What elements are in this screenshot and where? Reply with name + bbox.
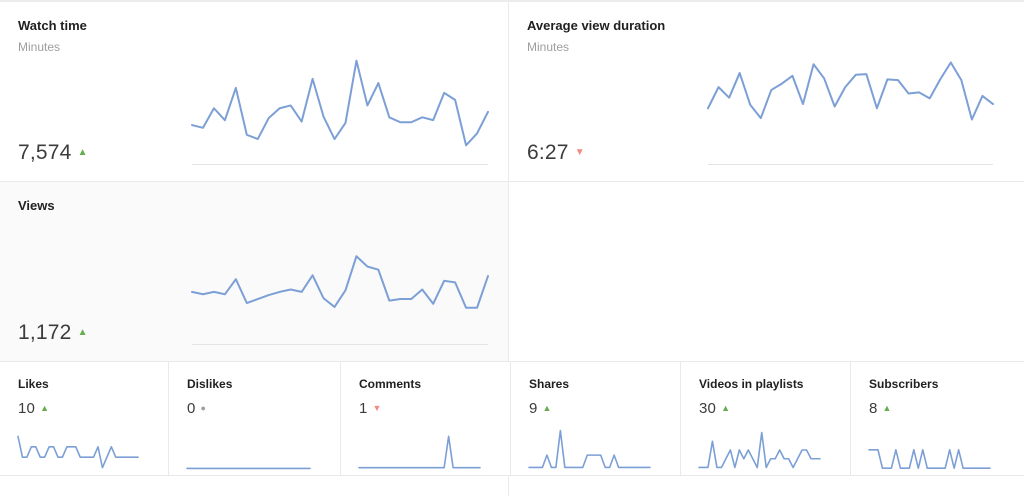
average-view-duration-value-row: 6:27 ▼ — [527, 141, 585, 165]
small-metrics-row: Likes 10 ▲ Dislikes 0 ● Comments 1 ▼ — [0, 362, 1024, 476]
empty-panel — [508, 182, 1024, 361]
dislikes-card[interactable]: Dislikes 0 ● — [168, 362, 340, 475]
shares-value-row: 9 ▲ — [511, 391, 680, 417]
trend-up-icon: ▲ — [882, 403, 892, 414]
shares-title: Shares — [529, 377, 570, 391]
trend-up-icon: ▲ — [77, 147, 88, 158]
chart-baseline — [192, 344, 488, 345]
watch-time-unit-label: Minutes — [18, 39, 61, 54]
average-view-duration-unit-label: Minutes — [527, 39, 570, 54]
comments-title: Comments — [359, 377, 422, 391]
watch-time-card[interactable]: Watch time Minutes 7,574 ▲ — [0, 2, 508, 181]
column-divider — [508, 476, 509, 496]
average-view-duration-card[interactable]: Average view duration Minutes 6:27 ▼ — [508, 2, 1024, 181]
subscribers-value-row: 8 ▲ — [851, 391, 1024, 417]
views-value-row: 1,172 ▲ — [18, 321, 87, 345]
likes-sparkline — [18, 435, 138, 469]
trend-up-icon: ▲ — [721, 403, 731, 414]
trend-down-icon: ▼ — [372, 403, 382, 414]
trend-flat-icon: ● — [200, 403, 206, 414]
chart-baseline — [192, 164, 488, 165]
subscribers-value: 8 — [869, 400, 878, 418]
average-view-duration-title: Average view duration — [527, 18, 666, 33]
comments-card[interactable]: Comments 1 ▼ — [340, 362, 510, 475]
comments-sparkline — [359, 435, 480, 469]
likes-card[interactable]: Likes 10 ▲ — [0, 362, 168, 475]
subscribers-sparkline — [869, 449, 990, 469]
subscribers-card[interactable]: Subscribers 8 ▲ — [850, 362, 1024, 475]
likes-value-row: 10 ▲ — [0, 391, 168, 417]
likes-title: Likes — [18, 377, 49, 391]
dislikes-title: Dislikes — [187, 377, 233, 391]
top-metrics-row: Watch time Minutes 7,574 ▲ Average view … — [0, 2, 1024, 182]
dislikes-value-row: 0 ● — [169, 391, 340, 417]
trend-up-icon: ▲ — [77, 327, 88, 338]
likes-value: 10 — [18, 400, 36, 418]
subscribers-title: Subscribers — [869, 377, 939, 391]
average-view-duration-sparkline — [708, 60, 993, 122]
shares-card[interactable]: Shares 9 ▲ — [510, 362, 680, 475]
videos-in-playlists-value-row: 30 ▲ — [681, 391, 850, 417]
trend-up-icon: ▲ — [542, 403, 552, 414]
views-value: 1,172 — [18, 321, 72, 344]
views-row: Views 1,172 ▲ — [0, 182, 1024, 362]
shares-sparkline — [529, 429, 650, 469]
videos-in-playlists-sparkline — [699, 431, 820, 469]
chart-baseline — [708, 164, 993, 165]
videos-in-playlists-card[interactable]: Videos in playlists 30 ▲ — [680, 362, 850, 475]
shares-value: 9 — [529, 400, 538, 418]
trend-down-icon: ▼ — [574, 147, 585, 158]
watch-time-sparkline — [192, 57, 488, 149]
watch-time-value-row: 7,574 ▲ — [18, 141, 87, 165]
average-view-duration-value: 6:27 — [527, 141, 569, 164]
views-sparkline — [192, 254, 488, 310]
watch-time-title: Watch time — [18, 18, 87, 33]
videos-in-playlists-title: Videos in playlists — [699, 377, 804, 391]
comments-value: 1 — [359, 400, 368, 418]
watch-time-value: 7,574 — [18, 141, 72, 164]
views-card[interactable]: Views 1,172 ▲ — [0, 182, 508, 361]
videos-in-playlists-value: 30 — [699, 400, 717, 418]
comments-value-row: 1 ▼ — [341, 391, 510, 417]
views-title: Views — [18, 198, 55, 213]
dislikes-sparkline — [187, 457, 310, 469]
bottom-strip — [0, 476, 1024, 496]
trend-up-icon: ▲ — [40, 403, 50, 414]
dislikes-value: 0 — [187, 400, 196, 418]
